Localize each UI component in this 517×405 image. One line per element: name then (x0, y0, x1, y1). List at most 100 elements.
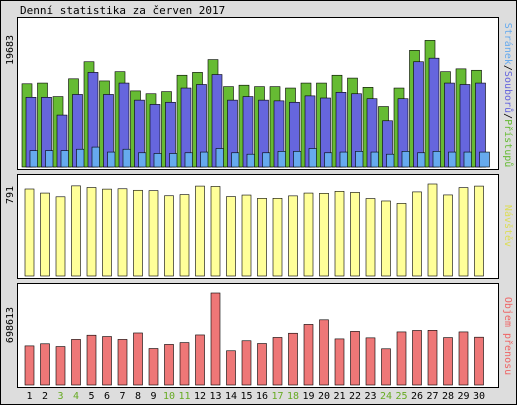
legend-entry: Návštěv (502, 205, 514, 247)
bar-panel2-day-21 (334, 191, 345, 277)
x-tick-label: 28 (442, 391, 454, 402)
panel-2-legend: Návštěv (502, 205, 514, 247)
bar-panel2-day-29 (458, 187, 469, 277)
bar-panel2-day-7 (117, 188, 128, 277)
x-tick-label: 10 (163, 391, 175, 402)
x-tick-label: 18 (287, 391, 299, 402)
bar-panel3-day-18 (288, 332, 298, 386)
bar-panel2-day-15 (241, 194, 252, 277)
bar-panel3-day-1 (24, 345, 35, 386)
legend-entry: Souborů (502, 71, 514, 113)
bar-panel2-day-28 (443, 194, 453, 277)
x-tick-label: 17 (271, 391, 283, 402)
panel-2-max-label: 791 (5, 186, 16, 204)
x-tick-label: 30 (473, 391, 485, 402)
bar-panel2-day-13 (210, 186, 221, 277)
bar-panel3-day-3 (55, 346, 66, 386)
bar-panel3-day-6 (102, 336, 112, 386)
bar-panel3-day-9 (148, 348, 159, 386)
x-tick-label: 1 (26, 391, 32, 402)
bar-panel3-day-26 (412, 330, 422, 386)
bar-panel2-day-8 (133, 189, 143, 277)
x-tick-label: 23 (364, 391, 376, 402)
bar-panel2-day-9 (148, 190, 159, 277)
bar-panel3-day-7 (117, 339, 128, 386)
bar-panel3-day-19 (303, 324, 314, 386)
x-tick-label: 2 (42, 391, 48, 402)
bar-panel2-day-19 (303, 192, 314, 277)
bar-panel2-day-27 (427, 183, 438, 277)
x-tick-label: 24 (380, 391, 392, 402)
x-tick-label: 14 (225, 391, 237, 402)
bar-panel3-day-8 (133, 332, 143, 386)
panel-1-max-label: 19683 (5, 35, 16, 65)
panel-1-legend: Stránek/Souborů/Přístupů (502, 23, 514, 168)
x-tick-label: 15 (240, 391, 252, 402)
bar-soubor-day-26 (413, 61, 424, 168)
x-tick-label: 9 (150, 391, 156, 402)
x-tick-label: 5 (88, 391, 94, 402)
bar-panel2-day-4 (71, 185, 81, 277)
bar-panel2-day-22 (350, 192, 360, 277)
x-tick-label: 29 (457, 391, 469, 402)
bar-panel3-day-16 (257, 343, 267, 386)
bar-panel3-day-28 (443, 337, 453, 386)
bar-panel3-day-22 (350, 331, 360, 386)
legend-entry: / (502, 113, 513, 119)
bar-panel2-day-26 (412, 191, 422, 277)
bar-panel3-day-23 (365, 337, 376, 386)
legend-entry: Objem přenosu (502, 297, 514, 375)
bar-panel2-day-17 (272, 198, 283, 277)
x-tick-label: 4 (73, 391, 79, 402)
panel-3-max-label: 698613 (5, 307, 16, 343)
x-tick-label: 20 (318, 391, 330, 402)
bar-panel2-day-30 (474, 185, 484, 277)
bar-panel2-day-6 (102, 188, 112, 277)
bar-panel3-day-27 (427, 330, 438, 386)
x-tick-label: 16 (256, 391, 268, 402)
x-tick-label: 25 (395, 391, 407, 402)
legend-entry: / (502, 65, 513, 71)
bar-panel3-day-12 (195, 334, 205, 386)
bar-panel3-day-24 (381, 348, 391, 386)
bar-panel3-day-15 (241, 340, 252, 386)
bar-panel2-day-25 (396, 203, 407, 277)
x-tick-label: 3 (57, 391, 63, 402)
bar-panel3-day-4 (71, 339, 81, 386)
chart-title: Denní statistika za červen 2017 (20, 4, 226, 17)
x-tick-label: 21 (333, 391, 345, 402)
panel-3-legend: Objem přenosu (502, 297, 514, 375)
bar-panel3-day-25 (396, 331, 407, 386)
bar-strnek-day-30 (479, 151, 490, 168)
bar-panel2-day-14 (226, 196, 236, 277)
bar-panel2-day-12 (195, 185, 205, 277)
x-tick-label: 22 (349, 391, 361, 402)
bar-panel3-day-5 (86, 334, 97, 386)
bar-panel3-day-20 (319, 319, 329, 386)
bar-panel2-day-18 (288, 195, 298, 277)
x-tick-label: 12 (194, 391, 206, 402)
bar-soubor-day-27 (428, 57, 440, 168)
bar-panel2-day-24 (381, 200, 391, 277)
bar-panel3-day-30 (474, 336, 484, 386)
bar-panel2-day-1 (24, 188, 35, 277)
bar-panel3-day-14 (226, 350, 236, 386)
x-tick-label: 11 (178, 391, 190, 402)
bar-panel2-day-5 (86, 187, 97, 277)
bar-panel2-day-10 (164, 195, 174, 277)
bar-panel2-day-11 (179, 194, 190, 277)
x-tick-label: 26 (411, 391, 423, 402)
bar-panel2-day-2 (40, 192, 50, 277)
bar-panel3-day-21 (334, 338, 345, 386)
legend-entry: Přístupů (502, 119, 514, 167)
legend-entry: Stránek (502, 23, 514, 65)
bar-panel2-day-3 (55, 196, 66, 277)
bar-panel3-day-13 (210, 292, 221, 386)
x-tick-label: 19 (302, 391, 314, 402)
x-tick-label: 27 (426, 391, 438, 402)
x-tick-label: 8 (135, 391, 141, 402)
bar-panel3-day-29 (458, 331, 469, 386)
bar-panel2-day-23 (365, 198, 376, 277)
